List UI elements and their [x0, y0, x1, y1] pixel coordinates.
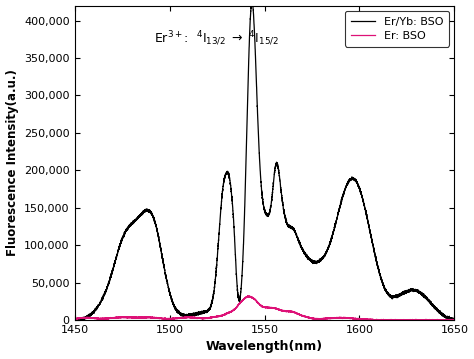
Er: BSO: (1.6e+03, 0): BSO: (1.6e+03, 0) — [365, 318, 371, 322]
Er: BSO: (1.58e+03, 1.92e+03): BSO: (1.58e+03, 1.92e+03) — [313, 316, 319, 321]
Er: BSO: (1.54e+03, 3.22e+04): BSO: (1.54e+03, 3.22e+04) — [245, 294, 251, 298]
Er/Yb: BSO: (1.54e+03, 4.24e+05): BSO: (1.54e+03, 4.24e+05) — [249, 0, 255, 4]
Er: BSO: (1.57e+03, 7.08e+03): BSO: (1.57e+03, 7.08e+03) — [297, 313, 302, 317]
Er: BSO: (1.65e+03, 0): BSO: (1.65e+03, 0) — [452, 318, 457, 322]
Er/Yb: BSO: (1.57e+03, 1.02e+05): BSO: (1.57e+03, 1.02e+05) — [297, 241, 302, 246]
Text: Er$^{3+}$:  $^{4}$I$_{13/2}$ $\rightarrow$ $^{4}$I$_{15/2}$: Er$^{3+}$: $^{4}$I$_{13/2}$ $\rightarrow… — [155, 30, 279, 48]
Er/Yb: BSO: (1.6e+03, 1.86e+05): BSO: (1.6e+03, 1.86e+05) — [354, 178, 359, 183]
Er/Yb: BSO: (1.46e+03, 1.15e+04): BSO: (1.46e+03, 1.15e+04) — [91, 309, 97, 313]
Legend: Er/Yb: BSO, Er: BSO: Er/Yb: BSO, Er: BSO — [345, 11, 449, 47]
Er/Yb: BSO: (1.52e+03, 2.51e+04): BSO: (1.52e+03, 2.51e+04) — [210, 299, 215, 303]
Er: BSO: (1.52e+03, 4.17e+03): BSO: (1.52e+03, 4.17e+03) — [210, 315, 215, 319]
Er/Yb: BSO: (1.61e+03, 7.72e+04): BSO: (1.61e+03, 7.72e+04) — [374, 260, 379, 265]
Er/Yb: BSO: (1.58e+03, 7.79e+04): BSO: (1.58e+03, 7.79e+04) — [313, 260, 319, 264]
X-axis label: Wavelength(nm): Wavelength(nm) — [206, 340, 323, 354]
Line: Er/Yb: BSO: Er/Yb: BSO — [74, 2, 455, 320]
Er/Yb: BSO: (1.45e+03, 0): BSO: (1.45e+03, 0) — [72, 318, 78, 322]
Er: BSO: (1.46e+03, 2.61e+03): BSO: (1.46e+03, 2.61e+03) — [91, 316, 97, 320]
Er/Yb: BSO: (1.45e+03, 1.34e+03): BSO: (1.45e+03, 1.34e+03) — [72, 317, 77, 321]
Er: BSO: (1.61e+03, 243): BSO: (1.61e+03, 243) — [374, 318, 379, 322]
Er: BSO: (1.45e+03, 1.73e+03): BSO: (1.45e+03, 1.73e+03) — [72, 317, 77, 321]
Er: BSO: (1.6e+03, 1.89e+03): BSO: (1.6e+03, 1.89e+03) — [354, 317, 359, 321]
Line: Er: BSO: Er: BSO — [74, 296, 455, 320]
Y-axis label: Fluorescence Intensity(a.u.): Fluorescence Intensity(a.u.) — [6, 69, 18, 256]
Er/Yb: BSO: (1.65e+03, 1.56e+03): BSO: (1.65e+03, 1.56e+03) — [452, 317, 457, 321]
